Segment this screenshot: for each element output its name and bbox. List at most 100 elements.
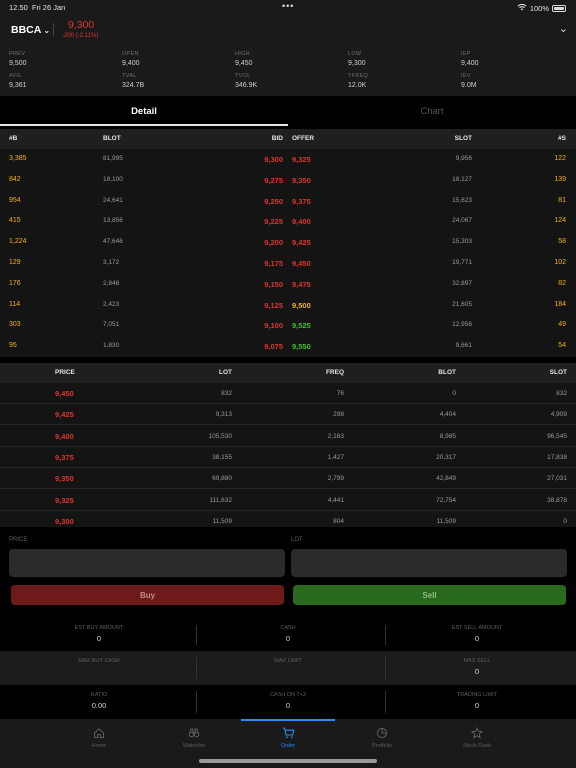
trade-freq: 298 — [333, 411, 344, 419]
bid-price[interactable]: 9,300 — [264, 155, 283, 164]
bid-price[interactable]: 9,100 — [264, 321, 283, 331]
offer-price[interactable]: 9,525 — [292, 321, 311, 331]
stat-label: TVOL — [235, 73, 251, 79]
trade-lot: 832 — [221, 390, 232, 397]
buy-button[interactable]: Buy — [11, 585, 284, 605]
stat-label: TFREQ — [348, 73, 369, 79]
bid-price[interactable]: 9,075 — [264, 342, 283, 352]
star-icon — [429, 726, 525, 741]
price-input[interactable] — [9, 549, 285, 577]
active-tab-indicator — [241, 719, 335, 721]
ticker-selector[interactable]: BBCA ⌄ — [11, 24, 50, 36]
orderbook-row[interactable]: 176 2,846 9,150 9,475 32,897 82 — [0, 274, 576, 295]
ticker-symbol: BBCA — [11, 24, 42, 36]
orderbook-row[interactable]: 415 13,856 9,225 9,400 24,067 124 — [0, 211, 576, 232]
detail-chart-tabs: Detail Chart — [0, 96, 576, 126]
offer-price[interactable]: 9,350 — [292, 175, 311, 185]
nav-order[interactable]: Order — [240, 727, 336, 749]
buyer-count: 303 — [9, 321, 21, 329]
divider — [385, 625, 386, 645]
offer-price[interactable]: 9,400 — [292, 217, 311, 227]
offer-price[interactable]: 9,500 — [292, 300, 311, 310]
orderbook-row[interactable]: 95 1,830 9,075 9,550 9,661 54 — [0, 336, 576, 357]
bid-price[interactable]: 9,125 — [264, 300, 283, 310]
seller-count: 49 — [558, 321, 566, 329]
orderbook-row[interactable]: 954 24,641 9,250 9,375 15,623 81 — [0, 191, 576, 212]
sell-button[interactable]: Sell — [293, 585, 566, 605]
col-freq: FREQ — [325, 369, 344, 376]
trade-book[interactable]: 9,450 832 76 0 832 9,425 9,313 298 4,404 4,909 9,4… — [0, 383, 576, 527]
trade-blot: 0 — [452, 390, 456, 397]
cash-value: 0 — [285, 634, 291, 643]
buyer-count: 842 — [9, 175, 21, 183]
trade-row[interactable]: 9,350 69,880 2,799 42,849 27,031 — [0, 468, 576, 490]
seller-count: 54 — [558, 342, 566, 350]
trade-price: 9,350 — [55, 474, 74, 484]
tab-detail[interactable]: Detail — [0, 96, 288, 126]
price-change: -200 (-2.11%) — [62, 33, 99, 39]
stat-label: AVG — [9, 73, 22, 79]
seller-count: 81 — [558, 196, 566, 204]
orderbook-row[interactable]: 129 3,172 9,175 9,450 19,771 102 — [0, 253, 576, 274]
expand-chevron-icon[interactable]: ⌄ — [558, 23, 568, 35]
trade-row[interactable]: 9,425 9,313 298 4,404 4,909 — [0, 404, 576, 426]
status-bar: 12.50 Fri 26 Jan ••• 100% — [0, 0, 576, 14]
stat-open: OPEN 9,400 — [122, 51, 140, 67]
bid-price[interactable]: 9,200 — [264, 238, 283, 248]
stat-value: 9,300 — [348, 60, 366, 67]
trade-row[interactable]: 9,375 38,155 1,427 20,317 17,838 — [0, 447, 576, 468]
orderbook-row[interactable]: 1,224 47,646 9,200 9,425 15,303 58 — [0, 232, 576, 253]
offer-price[interactable]: 9,325 — [292, 155, 311, 164]
nav-stock-rank[interactable]: Stock Rank — [429, 726, 525, 749]
seller-count: 124 — [554, 217, 566, 225]
bid-price[interactable]: 9,150 — [264, 279, 283, 289]
home-icon — [51, 727, 147, 741]
bid-price[interactable]: 9,250 — [264, 196, 283, 206]
buyer-count: 95 — [9, 342, 17, 350]
trade-row[interactable]: 9,450 832 76 0 832 — [0, 383, 576, 404]
orderbook-row[interactable]: 114 2,423 9,125 9,500 21,605 184 — [0, 295, 576, 316]
nav-stock-rank-label: Stock Rank — [462, 743, 492, 749]
trade-row[interactable]: 9,400 105,530 2,163 8,985 96,545 — [0, 426, 576, 447]
binoculars-icon — [146, 727, 242, 741]
seller-count: 58 — [558, 238, 566, 246]
stat-label: IEP — [461, 51, 471, 57]
trade-header: PRICE LOT FREQ BLOT SLOT — [0, 363, 576, 383]
orderbook-row[interactable]: 3,385 81,995 9,300 9,325 9,956 122 — [0, 149, 576, 170]
lot-input[interactable] — [291, 549, 567, 577]
seller-count: 184 — [554, 300, 566, 308]
nav-watchlist[interactable]: Watchlist — [146, 727, 242, 749]
buyer-count: 114 — [9, 300, 21, 308]
offer-price[interactable]: 9,550 — [292, 342, 311, 352]
home-indicator[interactable] — [199, 759, 377, 763]
trade-lot: 69,880 — [212, 475, 232, 483]
orderbook-row[interactable]: 303 7,051 9,100 9,525 12,956 49 — [0, 315, 576, 336]
cash-t2-value: 0 — [285, 701, 291, 710]
offer-price[interactable]: 9,375 — [292, 196, 311, 206]
bid-price[interactable]: 9,225 — [264, 217, 283, 227]
col-trade-blot: BLOT — [438, 369, 456, 376]
offer-price[interactable]: 9,425 — [292, 238, 311, 248]
header-divider — [53, 23, 54, 36]
stat-avg: AVG 9,361 — [9, 73, 27, 89]
orderbook-row[interactable]: 842 18,100 9,275 9,350 18,127 139 — [0, 170, 576, 191]
bid-price[interactable]: 9,175 — [264, 259, 283, 268]
trade-row[interactable]: 9,300 11,509 804 11,509 0 — [0, 511, 576, 527]
stock-stats: PREV 9,500 OPEN 9,400 HIGH 9,450 LOW 9,300 IEP 9,… — [0, 46, 576, 96]
stat-value: 9,400 — [122, 60, 140, 67]
offer-price[interactable]: 9,475 — [292, 279, 311, 289]
nav-home[interactable]: Home — [51, 727, 147, 749]
trade-slot: 27,031 — [547, 475, 567, 483]
offer-price[interactable]: 9,450 — [292, 259, 311, 268]
multitask-dots[interactable]: ••• — [282, 1, 295, 11]
tab-chart[interactable]: Chart — [420, 106, 444, 117]
trade-price: 9,400 — [55, 431, 74, 441]
cash-cell: CASH 0 — [192, 619, 384, 651]
nav-portfolio[interactable]: Portfolio — [334, 727, 430, 749]
col-bid: BID — [271, 135, 283, 142]
seller-count: 82 — [558, 279, 566, 287]
trade-row[interactable]: 9,325 111,632 4,441 72,754 38,878 — [0, 490, 576, 511]
col-b: #B — [9, 135, 18, 142]
bid-price[interactable]: 9,275 — [264, 175, 283, 185]
col-lot: LOT — [219, 369, 232, 376]
